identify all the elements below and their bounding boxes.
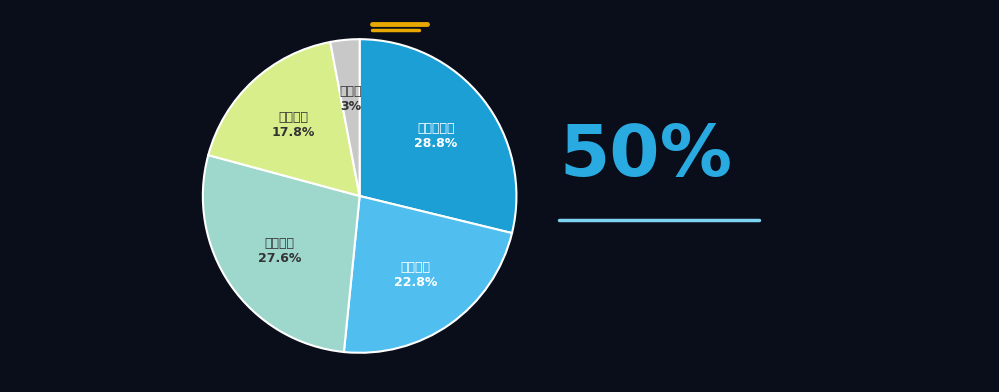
Wedge shape (360, 39, 516, 233)
Text: 高校１年
22.8%: 高校１年 22.8% (394, 261, 438, 289)
Text: その他
3%: その他 3% (340, 85, 362, 113)
Wedge shape (344, 196, 512, 353)
Text: 50%: 50% (559, 122, 732, 191)
Text: 高校入学前
28.8%: 高校入学前 28.8% (415, 122, 458, 150)
Wedge shape (331, 39, 360, 196)
Wedge shape (208, 42, 360, 196)
Text: 高校２年
27.6%: 高校２年 27.6% (258, 237, 302, 265)
Text: 高校３年
17.8%: 高校３年 17.8% (272, 111, 316, 139)
Wedge shape (203, 155, 360, 352)
